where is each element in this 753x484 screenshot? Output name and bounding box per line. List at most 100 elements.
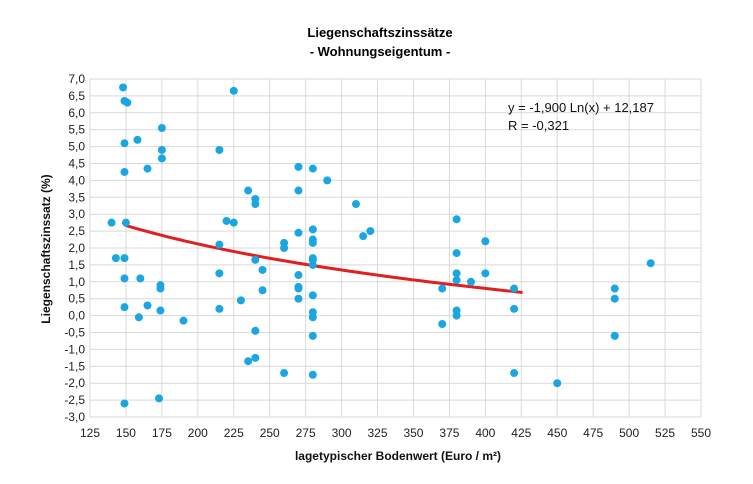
data-point [236, 296, 245, 305]
x-tick-label: 350 [403, 426, 423, 440]
data-point [215, 269, 224, 278]
data-point [308, 260, 317, 269]
x-tick-label: 400 [475, 426, 495, 440]
data-point [157, 124, 166, 133]
y-tick-label: 2,0 [68, 241, 85, 255]
data-point [294, 271, 303, 280]
data-point [107, 218, 116, 227]
data-point [359, 232, 368, 241]
data-point [294, 186, 303, 195]
data-point [308, 238, 317, 247]
y-tick-label: 4,0 [68, 173, 85, 187]
x-tick-label: 500 [619, 426, 639, 440]
x-tick-label: 125 [80, 426, 100, 440]
data-point [143, 164, 152, 173]
data-point [553, 379, 562, 388]
y-tick-label: 3,5 [68, 190, 85, 204]
gridlines [89, 78, 702, 418]
chart-subtitle: - Wohnungseigentum - [310, 44, 451, 59]
data-point [258, 286, 267, 295]
data-point [452, 249, 461, 258]
data-point [136, 274, 145, 283]
y-tick-label: -2,0 [64, 376, 85, 390]
y-tick-label: 6,0 [68, 106, 85, 120]
data-point [438, 284, 447, 293]
data-point [120, 303, 129, 312]
data-point [215, 145, 224, 154]
x-tick-label: 200 [188, 426, 208, 440]
data-point [294, 228, 303, 237]
data-point [452, 269, 461, 278]
data-point [510, 304, 519, 313]
data-point [452, 276, 461, 285]
x-tick-label: 525 [655, 426, 675, 440]
trend-equation: y = -1,900 Ln(x) + 12,187 [508, 100, 654, 115]
x-tick-label: 450 [547, 426, 567, 440]
data-point [244, 357, 253, 366]
y-tick-label: -1,0 [64, 342, 85, 356]
x-tick-label: 425 [511, 426, 531, 440]
data-point [229, 86, 238, 95]
data-point [481, 269, 490, 278]
data-point [308, 370, 317, 379]
y-tick-labels: -3,0 -2,5 -2,0 -1,5 -1,0 -0,5 0,0 0,5 1,0 1,5 2,0 2… [64, 72, 85, 424]
x-tick-labels: 125 150 175 200 225 250 275 300 325 350 375 400 425 4… [80, 426, 711, 440]
data-point [120, 254, 129, 263]
y-tick-label: 5,0 [68, 140, 85, 154]
y-tick-label: -1,5 [64, 359, 85, 373]
y-tick-label: 1,0 [68, 275, 85, 289]
data-points [107, 83, 655, 408]
data-point [351, 200, 360, 209]
x-tick-label: 275 [296, 426, 316, 440]
data-point [222, 216, 231, 225]
data-point [251, 326, 260, 335]
data-point [308, 331, 317, 340]
data-point [280, 244, 289, 252]
data-point [294, 162, 303, 171]
x-tick-label: 300 [332, 426, 352, 440]
x-tick-label: 375 [439, 426, 459, 440]
y-tick-label: 3,0 [68, 207, 85, 221]
data-point [510, 284, 519, 293]
data-point [308, 313, 317, 322]
data-point [120, 399, 129, 408]
data-point [120, 139, 129, 148]
data-point [157, 145, 166, 154]
data-point [123, 98, 132, 107]
y-tick-label: 5,5 [68, 123, 85, 137]
data-point [438, 320, 447, 329]
y-tick-label: 1,5 [68, 258, 85, 272]
y-tick-label: 0,5 [68, 292, 85, 306]
data-point [157, 154, 166, 163]
data-point [294, 284, 303, 293]
data-point [179, 316, 188, 325]
chart-title: Liegenschaftszinssätze [307, 25, 452, 40]
data-point [143, 301, 152, 310]
data-point [133, 135, 142, 144]
x-tick-label: 225 [224, 426, 244, 440]
x-tick-label: 150 [116, 426, 136, 440]
y-tick-label: 4,5 [68, 157, 85, 171]
data-point [610, 284, 619, 293]
data-point [308, 291, 317, 300]
y-tick-label: -0,5 [64, 326, 85, 340]
x-tick-label: 475 [583, 426, 603, 440]
data-point [156, 284, 165, 293]
data-point [134, 313, 143, 322]
data-point [121, 218, 130, 227]
y-tick-label: 7,0 [68, 72, 85, 86]
data-point [366, 227, 375, 236]
x-tick-label: 250 [260, 426, 280, 440]
data-point [251, 353, 260, 362]
y-tick-label: 2,5 [68, 224, 85, 238]
y-tick-label: 0,0 [68, 309, 85, 323]
y-axis-label: Liegenschaftszinssatz (%) [39, 174, 53, 323]
data-point [452, 311, 461, 320]
y-tick-label: -2,5 [64, 393, 85, 407]
data-point [120, 167, 129, 176]
data-point [119, 83, 128, 92]
data-point [251, 200, 260, 209]
data-point [156, 306, 165, 315]
trendline [124, 223, 523, 294]
